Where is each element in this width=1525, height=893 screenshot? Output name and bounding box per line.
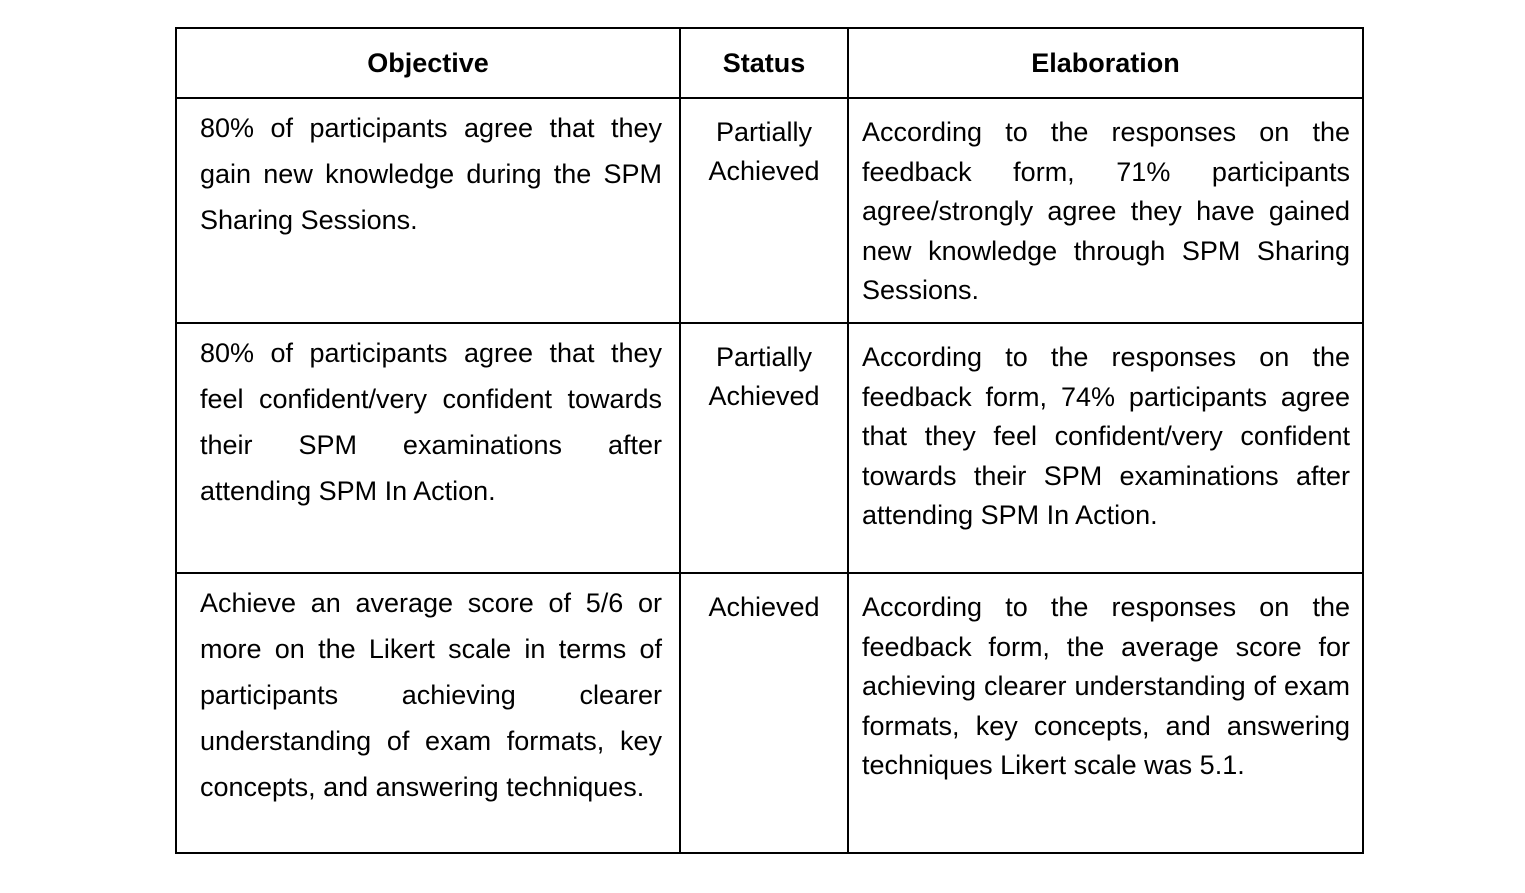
header-status: Status xyxy=(679,27,849,99)
elaboration-cell: According to the responses on the feedba… xyxy=(847,322,1364,574)
objective-cell: Achieve an average score of 5/6 or more … xyxy=(175,572,681,854)
header-elaboration: Elaboration xyxy=(847,27,1364,99)
status-cell: Partially Achieved xyxy=(679,97,849,324)
elaboration-cell: According to the responses on the feedba… xyxy=(847,97,1364,324)
header-row: Objective Status Elaboration xyxy=(175,27,1364,99)
objective-cell: 80% of participants agree that they feel… xyxy=(175,322,681,574)
header-objective: Objective xyxy=(175,27,681,99)
status-cell: Achieved xyxy=(679,572,849,854)
table-row: 80% of participants agree that they feel… xyxy=(175,322,1364,574)
objective-cell: 80% of participants agree that they gain… xyxy=(175,97,681,324)
elaboration-cell: According to the responses on the feedba… xyxy=(847,572,1364,854)
status-cell: Partially Achieved xyxy=(679,322,849,574)
objectives-table: Objective Status Elaboration 80% of part… xyxy=(175,27,1364,854)
table-row: 80% of participants agree that they gain… xyxy=(175,97,1364,324)
table-row: Achieve an average score of 5/6 or more … xyxy=(175,572,1364,854)
